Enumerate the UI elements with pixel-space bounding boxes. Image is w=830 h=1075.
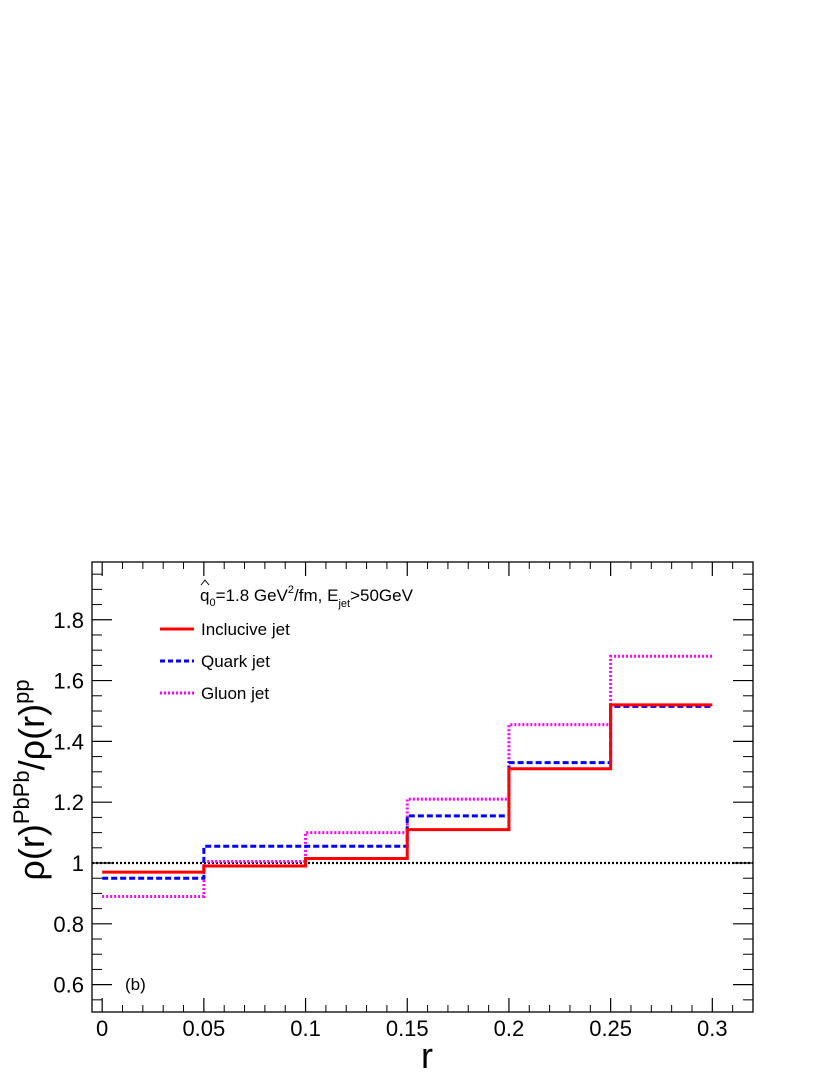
x-tick-label: 0.25: [589, 1016, 632, 1041]
y-tick-label: 0.8: [53, 912, 84, 937]
panel-label: (b): [125, 975, 146, 994]
qhat-annotation: q0=1.8 GeV2/fm, Ejet>50GeV: [200, 584, 414, 610]
y-tick-label: 1.8: [53, 608, 84, 633]
series-line-gluon-jet: [102, 654, 713, 898]
qhat-hat-mark: [200, 579, 210, 586]
y-tick-label: 1: [72, 851, 84, 876]
legend-label-inclusive: Inclucive jet: [201, 620, 290, 639]
x-tick-label: 0.2: [494, 1016, 525, 1041]
legend-label-quark: Quark jet: [201, 652, 270, 671]
x-axis-title: r: [421, 1035, 433, 1075]
y-tick-label: 0.6: [53, 973, 84, 998]
series-line-inclucive-jet: [102, 703, 713, 874]
y-tick-label: 1.4: [53, 729, 84, 754]
x-tick-label: 0.15: [386, 1016, 429, 1041]
y-tick-label: 1.6: [53, 669, 84, 694]
legend: Inclucive jet Quark jet Gluon jet: [160, 620, 290, 703]
x-tick-label: 0.05: [182, 1016, 225, 1041]
legend-label-gluon: Gluon jet: [201, 684, 269, 703]
y-axis-title: ρ(r)PbPb/ρ(r)pp: [9, 679, 52, 880]
x-tick-label: 0: [96, 1016, 108, 1041]
x-tick-label: 0.3: [697, 1016, 728, 1041]
y-tick-label: 1.2: [53, 790, 84, 815]
x-tick-label: 0.1: [290, 1016, 321, 1041]
